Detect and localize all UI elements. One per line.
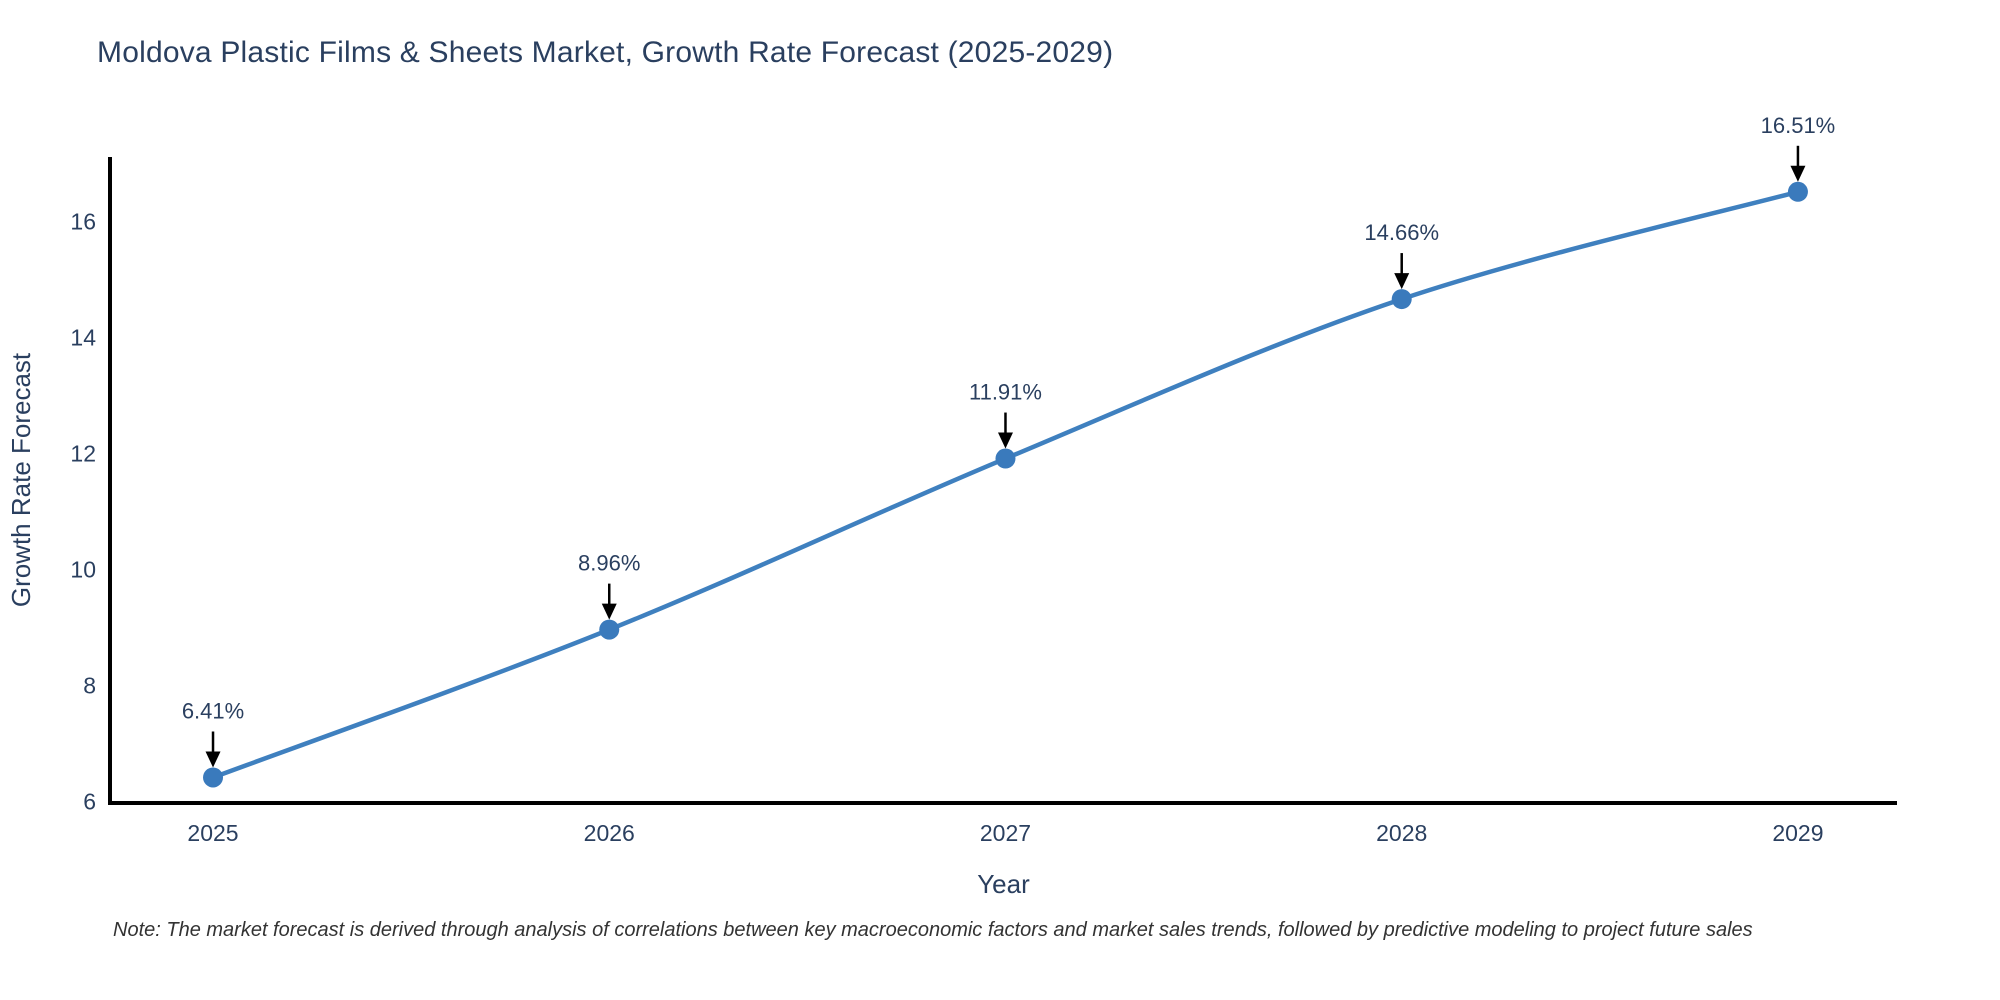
annotation-label: 11.91% xyxy=(969,380,1042,405)
annotation-label: 8.96% xyxy=(578,551,640,576)
chart-title: Moldova Plastic Films & Sheets Market, G… xyxy=(97,36,1114,69)
x-tick-label: 2027 xyxy=(980,820,1031,846)
y-tick-label: 12 xyxy=(70,440,96,466)
x-tick-label: 2025 xyxy=(187,820,238,846)
annotation-arrowhead-icon xyxy=(1790,165,1806,182)
annotation-arrowhead-icon xyxy=(1394,273,1410,290)
x-axis-title: Year xyxy=(977,869,1030,899)
annotation-arrowhead-icon xyxy=(205,751,221,768)
data-point-marker[interactable] xyxy=(599,619,620,640)
annotation-arrowhead-icon xyxy=(601,603,617,620)
annotation-label: 6.41% xyxy=(182,698,244,723)
data-point-marker[interactable] xyxy=(995,448,1016,469)
trend-line xyxy=(210,189,1801,780)
data-point-marker[interactable] xyxy=(1787,181,1808,202)
data-point-marker[interactable] xyxy=(203,767,224,788)
y-tick-label: 8 xyxy=(83,672,96,698)
annotation-arrowhead-icon xyxy=(997,432,1013,449)
annotation-label: 14.66% xyxy=(1364,220,1439,245)
data-point-marker[interactable] xyxy=(1391,289,1412,310)
y-axis-title: Growth Rate Forecast xyxy=(6,352,36,607)
y-tick-label: 6 xyxy=(83,788,96,814)
footnote: Note: The market forecast is derived thr… xyxy=(113,919,1753,941)
y-tick-label: 14 xyxy=(70,324,96,350)
annotation-label: 16.51% xyxy=(1761,113,1836,138)
x-tick-label: 2028 xyxy=(1376,820,1427,846)
y-tick-label: 16 xyxy=(70,208,96,234)
y-tick-label: 10 xyxy=(70,556,96,582)
x-tick-label: 2026 xyxy=(584,820,635,846)
x-tick-label: 2029 xyxy=(1772,820,1823,846)
